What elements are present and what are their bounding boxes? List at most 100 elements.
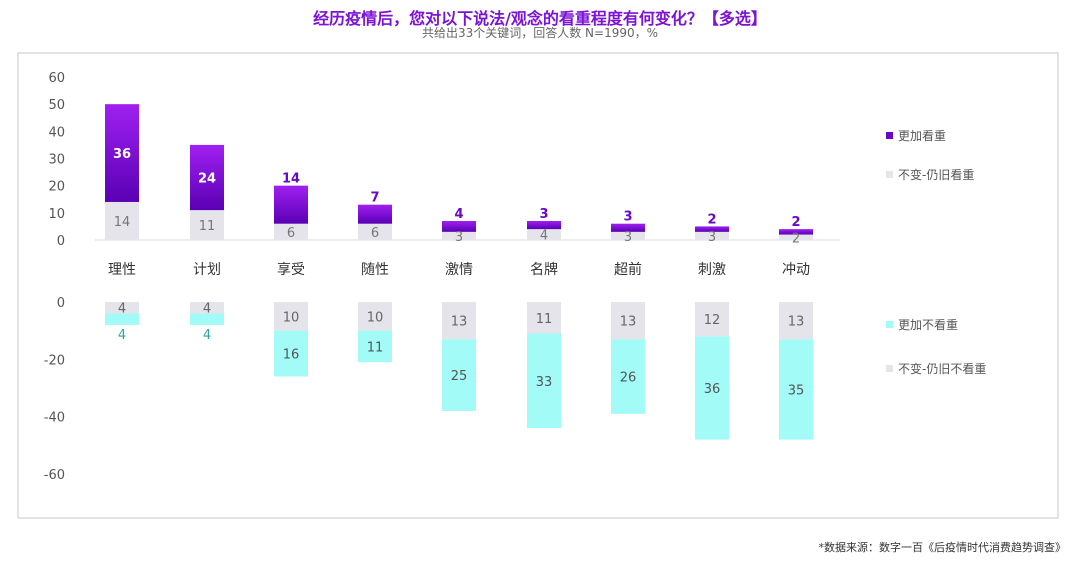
legend-swatch (886, 171, 893, 178)
legend-swatch (886, 321, 893, 328)
bar-unchanged-unimportant (527, 302, 561, 334)
data-label: 6 (287, 226, 295, 241)
bar-more-important (358, 204, 392, 224)
data-label: 3 (623, 210, 632, 225)
data-label: 4 (454, 207, 463, 222)
data-label: 10 (367, 310, 384, 325)
bar-unchanged-unimportant (611, 302, 645, 340)
y-tick-top: 60 (48, 71, 65, 86)
data-label: 13 (788, 315, 805, 330)
bar-less-important (695, 336, 729, 440)
legend-label: 更加不看重 (898, 318, 958, 332)
bar-unchanged-important (695, 231, 729, 240)
legend-label: 不变-仍旧不看重 (898, 361, 986, 376)
bar-more-important (611, 223, 645, 232)
bar-unchanged-unimportant (105, 302, 139, 314)
legend-swatch (886, 365, 893, 372)
y-tick-top: 0 (57, 234, 65, 249)
data-label: 36 (113, 147, 131, 162)
data-label: 3 (539, 207, 548, 222)
data-label: 14 (282, 172, 300, 187)
data-label: 6 (371, 226, 379, 241)
data-label: 13 (620, 315, 637, 330)
x-tick-label: 理性 (108, 262, 136, 278)
data-label: 7 (370, 191, 379, 206)
bar-less-important (779, 339, 813, 440)
data-label: 16 (283, 348, 300, 363)
bar-unchanged-unimportant (442, 302, 476, 340)
data-label: 2 (792, 231, 800, 246)
bar-more-important (695, 226, 729, 232)
bar-unchanged-unimportant (190, 302, 224, 314)
x-tick-label: 随性 (361, 262, 389, 278)
bar-less-important (105, 313, 139, 325)
bar-unchanged-important (358, 223, 392, 240)
bar-less-important (274, 330, 308, 377)
data-label: 35 (788, 383, 805, 398)
data-label: 12 (704, 313, 721, 328)
data-label: 11 (536, 312, 553, 327)
legend-swatch (886, 132, 893, 139)
plot-frame (17, 52, 1059, 519)
data-label: 14 (114, 215, 131, 230)
bar-more-important (105, 104, 139, 202)
data-label: 24 (198, 172, 216, 187)
bar-unchanged-unimportant (358, 302, 392, 331)
bar-more-important (442, 220, 476, 232)
data-label: 2 (707, 212, 716, 227)
data-label: 33 (536, 375, 553, 390)
source-note: *数据来源：数字一百《后疫情时代消费趋势调查》 (818, 541, 1067, 554)
data-label: 13 (451, 315, 468, 330)
data-label: 4 (540, 229, 548, 244)
bar-less-important (527, 333, 561, 429)
x-tick-label: 名牌 (530, 261, 558, 278)
y-tick-top: 10 (48, 207, 65, 222)
data-label: 3 (708, 230, 716, 245)
data-label: 4 (118, 328, 126, 343)
bar-unchanged-important (190, 210, 224, 240)
y-tick-bottom: -20 (44, 353, 65, 368)
data-label: 26 (620, 371, 637, 386)
y-tick-top: 40 (48, 125, 65, 140)
x-tick-label: 冲动 (782, 262, 810, 278)
bar-unchanged-important (779, 234, 813, 240)
bar-unchanged-unimportant (779, 302, 813, 340)
x-tick-label: 超前 (614, 261, 642, 278)
bar-more-important (190, 144, 224, 211)
data-label: 11 (367, 340, 384, 355)
bar-unchanged-important (611, 231, 645, 240)
y-tick-top: 30 (48, 153, 65, 168)
data-label: 36 (704, 382, 721, 397)
bar-less-important (190, 313, 224, 325)
bar-unchanged-important (442, 231, 476, 240)
bar-less-important (611, 339, 645, 414)
data-label: 4 (118, 302, 126, 317)
bar-unchanged-unimportant (695, 302, 729, 337)
y-tick-bottom: 0 (57, 296, 65, 311)
data-label: 3 (624, 230, 632, 245)
legend-label: 更加看重 (898, 129, 946, 143)
x-tick-label: 享受 (277, 261, 305, 278)
data-label: 25 (451, 369, 468, 384)
x-tick-label: 刺激 (698, 261, 726, 278)
data-label: 11 (199, 219, 216, 234)
bar-less-important (358, 330, 392, 363)
bar-more-important (779, 229, 813, 235)
data-label: 3 (455, 230, 463, 245)
y-tick-bottom: -60 (44, 468, 65, 483)
x-tick-label: 计划 (193, 262, 221, 278)
chart-title: 经历疫情后，您对以下说法/观念的看重程度有何变化？【多选】 (313, 9, 767, 28)
bar-unchanged-important (274, 223, 308, 240)
bar-unchanged-important (105, 201, 139, 240)
x-tick-label: 激情 (445, 261, 473, 278)
legend-label: 不变-仍旧看重 (898, 167, 974, 182)
y-tick-top: 50 (48, 98, 65, 113)
chart-subtitle: 共给出33个关键词，回答人数 N=1990，% (421, 26, 659, 40)
bar-less-important (442, 339, 476, 411)
data-label: 4 (203, 328, 211, 343)
data-label: 10 (283, 310, 300, 325)
bar-unchanged-important (527, 229, 561, 240)
data-label: 2 (791, 215, 800, 230)
bar-more-important (527, 220, 561, 230)
